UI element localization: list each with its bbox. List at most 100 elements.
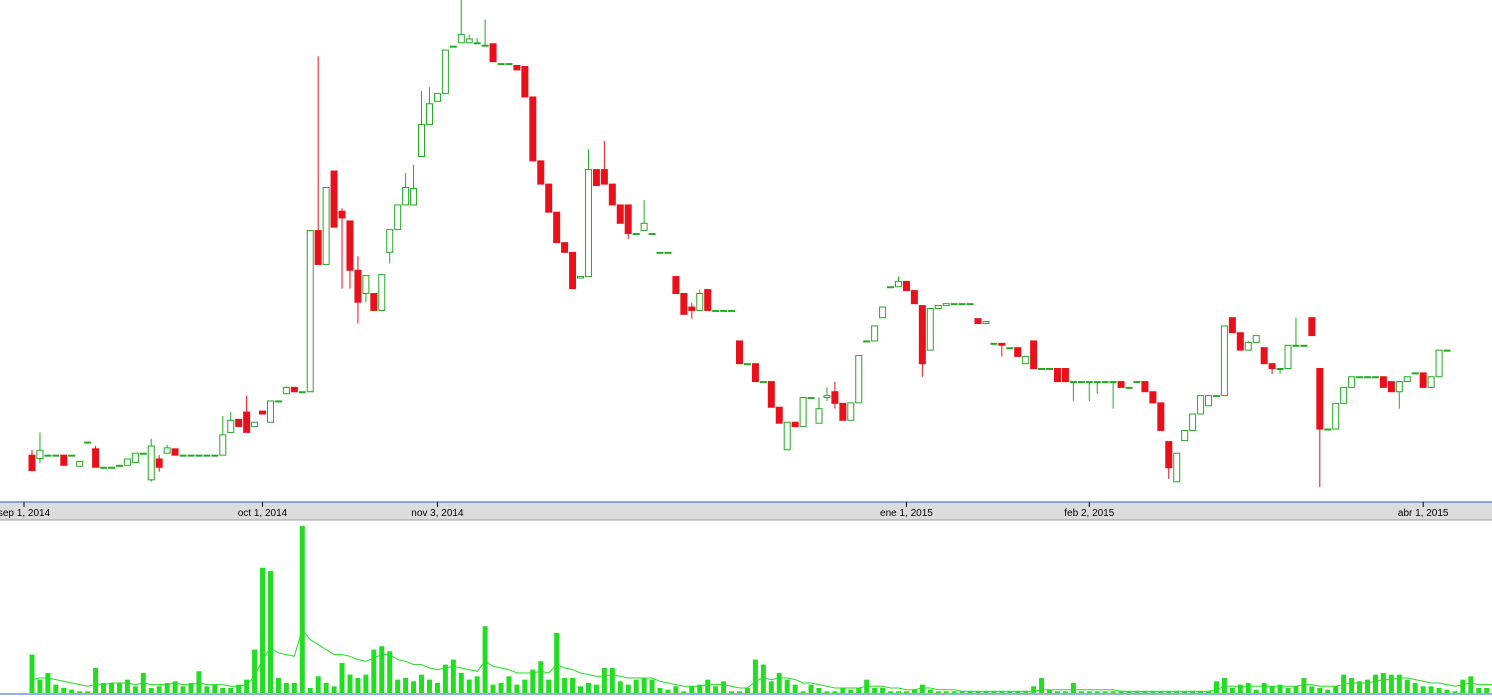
candle-body [1212, 395, 1220, 398]
candle-body [84, 441, 92, 444]
date-tick-label: feb 2, 2015 [1064, 508, 1114, 519]
volume-bar [1349, 677, 1355, 693]
candle-body [1300, 344, 1308, 347]
candle-body [1046, 368, 1054, 371]
volume-bar [387, 651, 393, 693]
date-tick-label: oct 1, 2014 [238, 508, 288, 519]
candle-body [330, 170, 338, 228]
candle-body [513, 65, 521, 71]
candle-body [1348, 376, 1356, 388]
volume-bar [371, 649, 377, 693]
volume-bar [1341, 674, 1347, 693]
volume-bar [562, 677, 568, 693]
candle-body [1316, 368, 1324, 430]
volume-bar [1277, 684, 1283, 693]
volume-bar [919, 684, 925, 693]
candle-body [1284, 344, 1292, 370]
candle-body [1157, 402, 1165, 431]
candle-body [537, 160, 545, 185]
candle-body [688, 306, 696, 311]
volume-bar [1118, 691, 1124, 693]
candle-body [561, 242, 569, 253]
candle-body [767, 381, 775, 408]
candle-body [346, 220, 354, 271]
volume-bar [737, 691, 742, 693]
candle-body [1117, 381, 1125, 388]
volume-bar [1404, 679, 1410, 693]
candle-body [1141, 381, 1149, 393]
candle-body [775, 406, 783, 424]
candle-body [815, 408, 823, 424]
candle-body [1236, 332, 1244, 351]
candle-body [274, 400, 282, 403]
volume-bar [1253, 689, 1259, 693]
volume-bar [1293, 686, 1299, 693]
candle-body [1173, 452, 1181, 483]
volume-bar [872, 687, 878, 693]
date-tick-label: abr 1, 2015 [1398, 508, 1449, 519]
candle-body [1038, 368, 1046, 371]
volume-bar [951, 691, 957, 693]
volume-bar [490, 684, 496, 693]
candle-body [584, 169, 592, 278]
volume-bar [156, 686, 162, 693]
volume-bar [927, 689, 933, 693]
candle-body [847, 402, 855, 421]
volume-bar [299, 526, 305, 693]
candle-body [155, 458, 163, 468]
volume-bar [578, 686, 584, 693]
date-tick-label: ene 1, 2015 [880, 508, 933, 519]
candle-body [243, 411, 251, 433]
candle-body [433, 93, 441, 102]
volume-bar [37, 679, 43, 693]
candle-body [1332, 402, 1340, 430]
candle-body [704, 289, 712, 311]
candle-body [1133, 381, 1141, 384]
candle-body [783, 421, 791, 451]
volume-bar [554, 632, 560, 693]
volume-bar [1436, 687, 1442, 693]
candle-body [577, 276, 585, 279]
volume-bar [943, 691, 949, 693]
volume-bar [935, 691, 941, 693]
candle-body [1387, 381, 1395, 393]
volume-bar [713, 686, 719, 693]
candle-body [171, 448, 179, 456]
candle-body [807, 397, 815, 400]
candle-body [1268, 363, 1276, 370]
candle-body [473, 42, 481, 45]
volume-bar [792, 684, 798, 693]
volume-bar [69, 689, 75, 693]
volume-bar [752, 659, 758, 693]
candle-body [791, 421, 799, 428]
volume-bar [1452, 691, 1458, 693]
candle-body [1205, 395, 1213, 407]
candle-body [1379, 376, 1387, 388]
volume-bar [1444, 689, 1450, 693]
candle-body [863, 340, 871, 343]
volume-bar [395, 679, 401, 693]
candle-body [998, 342, 1006, 346]
volume-bar [697, 684, 703, 693]
volume-bar [530, 669, 536, 693]
volume-bar [77, 691, 83, 693]
volume-bar [1460, 679, 1466, 693]
volume-bar [172, 681, 178, 693]
candle-body [203, 454, 211, 457]
candle-body [179, 454, 187, 457]
candle-body [942, 303, 950, 307]
volume-bar [506, 676, 512, 693]
candle-body [1292, 344, 1300, 347]
volume-bar [1206, 691, 1212, 693]
candle-body [1014, 347, 1022, 357]
candle-body [131, 452, 139, 463]
candle-body [616, 204, 624, 224]
date-tick-label: nov 3, 2014 [411, 508, 464, 519]
volume-bar [267, 571, 273, 693]
candle-body [227, 419, 235, 433]
candle-body [743, 363, 751, 366]
volume-bar [29, 654, 35, 693]
volume-panel [29, 526, 1492, 693]
volume-bar [609, 667, 615, 693]
candle-body [887, 286, 895, 289]
